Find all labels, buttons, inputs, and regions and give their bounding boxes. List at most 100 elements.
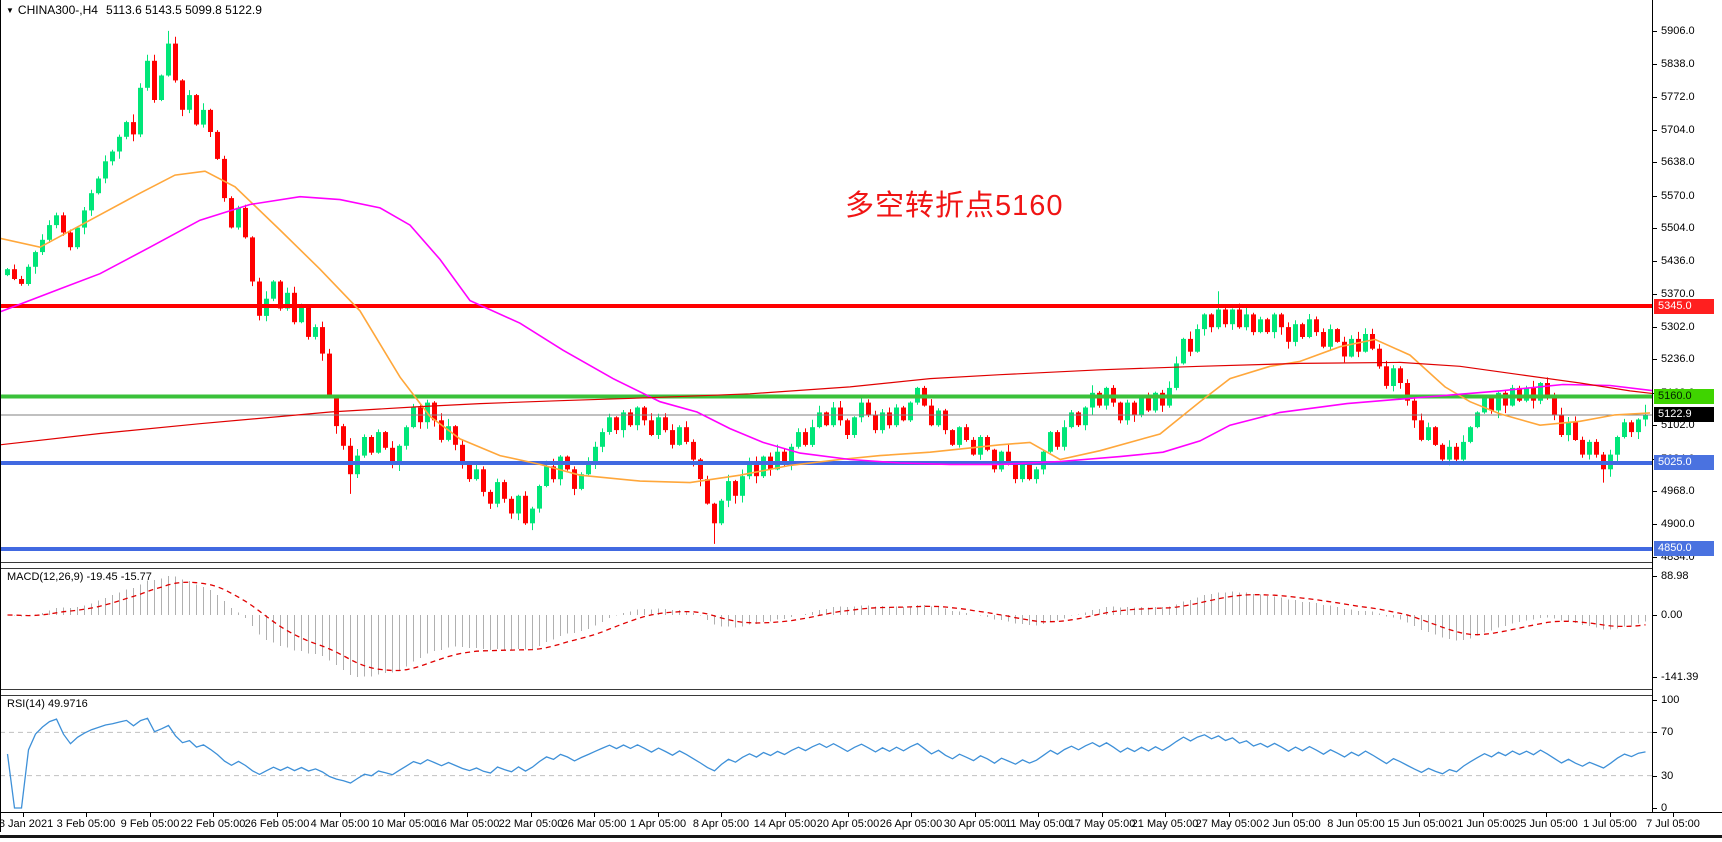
axis-tick [1653,732,1657,733]
time-axis-tick [150,813,151,817]
price-axis-label: 5704.0 [1661,124,1695,136]
time-axis-label: 2 Jun 05:00 [1263,818,1321,830]
macd-name: MACD(12,26,9) [7,571,84,583]
rsi-value: 49.9716 [47,698,88,710]
axis-tick [1653,700,1657,701]
axis-tick [1653,359,1657,360]
hline-price-badge: 4850.0 [1654,541,1714,556]
axis-tick [1653,425,1657,426]
price-axis-label: 30 [1661,770,1674,782]
chart-text-annotation[interactable]: 多空转折点5160 [845,190,1064,222]
rsi-indicator-canvas[interactable] [0,695,1652,812]
price-axis[interactable]: 5906.0 5838.0 5772.0 5704.0 5638.0 5570.0 5504… [1652,0,1722,832]
time-axis-tick [911,813,912,817]
time-axis-tick [213,813,214,817]
axis-tick [1653,677,1657,678]
time-axis-label: 27 May 05:00 [1195,818,1263,830]
symbol-timeframe-label: CHINA300-,H4 [17,3,98,17]
hline-price-badge: 5160.0 [1654,389,1714,404]
macd-label: MACD(12,26,9) -19.45 -15.77 [7,571,152,583]
price-axis-label: 88.98 [1661,570,1689,582]
price-axis-label: 4968.0 [1661,485,1695,497]
time-axis-label: 4 Mar 05:00 [310,818,370,830]
time-axis-label: 21 Jun 05:00 [1451,818,1515,830]
macd-values: -19.45 -15.77 [86,571,152,583]
price-axis-label: 5436.0 [1661,255,1695,267]
time-axis-label: 22 Mar 05:00 [498,818,564,830]
time-axis-tick [785,813,786,817]
price-axis-label: 0 [1661,802,1668,814]
time-axis-label: 11 May 05:00 [1005,818,1071,830]
time-axis-tick [848,813,849,817]
axis-tick [1653,31,1657,32]
time-axis-tick [1102,813,1103,817]
time-axis-label: 26 Apr 05:00 [879,818,943,830]
macd-indicator-canvas[interactable] [0,568,1652,690]
time-axis-label: 8 Apr 05:00 [692,818,750,830]
time-axis-label: 26 Mar 05:00 [561,818,627,830]
rsi-label: RSI(14) 49.9716 [7,698,88,710]
horizontal-scrollbar[interactable] [0,835,1722,838]
time-axis-label: 3 Feb 05:00 [56,818,116,830]
axis-tick [1653,64,1657,65]
time-axis-label: 28 Jan 2021 [0,818,54,830]
time-axis-tick [340,813,341,817]
time-axis-label: 21 May 05:00 [1131,818,1199,830]
time-axis-tick [658,813,659,817]
time-axis-label: 17 May 05:00 [1068,818,1136,830]
time-axis-tick [1229,813,1230,817]
axis-tick [1653,576,1657,577]
price-axis-label: 4900.0 [1661,518,1695,530]
time-axis-tick [721,813,722,817]
price-axis-label: 5504.0 [1661,222,1695,234]
time-axis-tick [594,813,595,817]
price-axis-label: 5906.0 [1661,25,1695,37]
axis-tick [1653,261,1657,262]
axis-tick [1653,615,1657,616]
axis-tick [1653,524,1657,525]
time-axis-tick [975,813,976,817]
price-axis-label: 5638.0 [1661,156,1695,168]
axis-tick [1653,808,1657,809]
time-axis-label: 1 Apr 05:00 [629,818,687,830]
ohlc-values: 5113.6 5143.5 5099.8 5122.9 [105,3,262,17]
time-axis-tick [531,813,532,817]
time-axis-label: 10 Mar 05:00 [371,818,437,830]
price-axis-label: 5570.0 [1661,190,1695,202]
panel-separator[interactable] [0,689,1722,696]
axis-tick [1653,228,1657,229]
window-border [0,0,1,832]
time-axis-tick [1546,813,1547,817]
time-axis-tick [23,813,24,817]
symbol-ohlc-readout: ▼ CHINA300-,H4 5113.6 5143.5 5099.8 5122.9 [6,3,262,17]
time-axis-label: 9 Feb 05:00 [120,818,180,830]
axis-tick [1653,776,1657,777]
price-axis-label: 5102.0 [1661,419,1695,431]
time-axis-tick [277,813,278,817]
price-axis-label: -141.39 [1661,671,1699,683]
rsi-name: RSI(14) [7,698,45,710]
time-axis-tick [86,813,87,817]
time-axis-tick [1673,813,1674,817]
axis-tick [1653,130,1657,131]
main-chart-canvas[interactable] [0,0,1652,563]
time-axis-tick [1165,813,1166,817]
time-axis-tick [1610,813,1611,817]
time-axis-label: 7 Jul 05:00 [1646,818,1700,830]
price-axis-label: 5302.0 [1661,321,1695,333]
time-axis-label: 26 Feb 05:00 [244,818,310,830]
time-axis-label: 16 Mar 05:00 [434,818,500,830]
axis-tick [1653,196,1657,197]
time-axis-label: 22 Feb 05:00 [180,818,246,830]
time-axis-tick [1419,813,1420,817]
time-axis-label: 14 Apr 05:00 [753,818,817,830]
price-axis-label: 5772.0 [1661,91,1695,103]
price-axis-label: 70 [1661,726,1674,738]
symbol-marker-icon: ▼ [6,6,14,15]
axis-tick [1653,491,1657,492]
panel-separator[interactable] [0,562,1722,569]
time-axis-label: 25 Jun 05:00 [1514,818,1578,830]
axis-tick [1653,162,1657,163]
